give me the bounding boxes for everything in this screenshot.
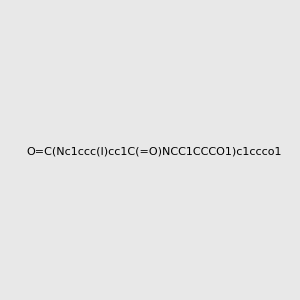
Text: O=C(Nc1ccc(I)cc1C(=O)NCC1CCCO1)c1ccco1: O=C(Nc1ccc(I)cc1C(=O)NCC1CCCO1)c1ccco1 <box>26 146 281 157</box>
